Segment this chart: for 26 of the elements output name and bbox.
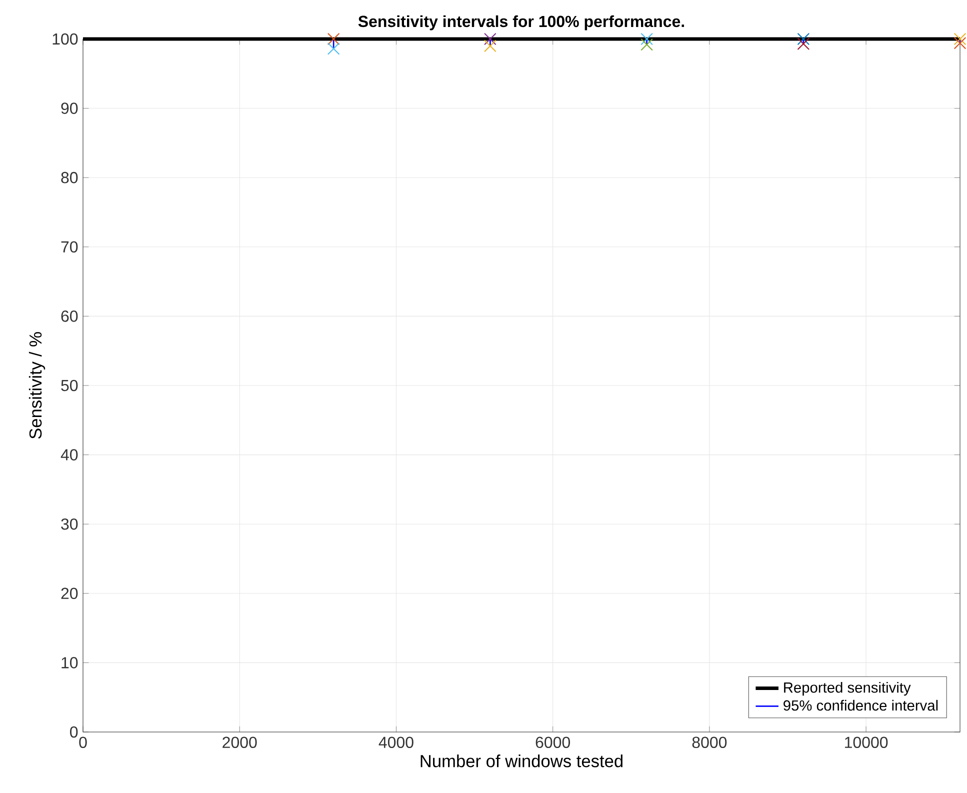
point <box>797 32 810 46</box>
y-axis-title: Sensitivity / % <box>28 332 46 439</box>
y-tick-label: 0 <box>70 726 78 738</box>
x-tick-label: 8000 <box>692 736 727 748</box>
y-tick-label: 30 <box>61 518 78 530</box>
x-axis-title: Number of windows tested <box>420 754 622 768</box>
legend-label: 95% confidence interval <box>784 700 938 711</box>
chart-title: Sensitivity intervals for 100% performance. <box>358 15 684 30</box>
y-tick-label: 40 <box>60 449 78 460</box>
y-tick-label: 90 <box>61 102 78 114</box>
y-tick-label: 50 <box>61 380 78 392</box>
y-tick-label: 10 <box>62 657 78 668</box>
y-tick-label: 100 <box>52 33 78 45</box>
point <box>640 38 653 51</box>
x-tick-label: 2000 <box>222 736 257 748</box>
y-tick-label: 20 <box>61 588 78 600</box>
x-tick-label: 4000 <box>378 736 414 748</box>
point <box>797 38 810 50</box>
x-tick-label: 10000 <box>845 736 888 748</box>
y-tick-label: 80 <box>61 172 78 184</box>
point <box>484 32 496 46</box>
x-tick-label: 0 <box>79 736 87 748</box>
y-tick-label: 70 <box>61 241 78 253</box>
legend-label: Reported sensitivity <box>784 682 911 696</box>
x-tick-label: 6000 <box>536 736 570 748</box>
y-tick-label: 60 <box>61 310 78 322</box>
